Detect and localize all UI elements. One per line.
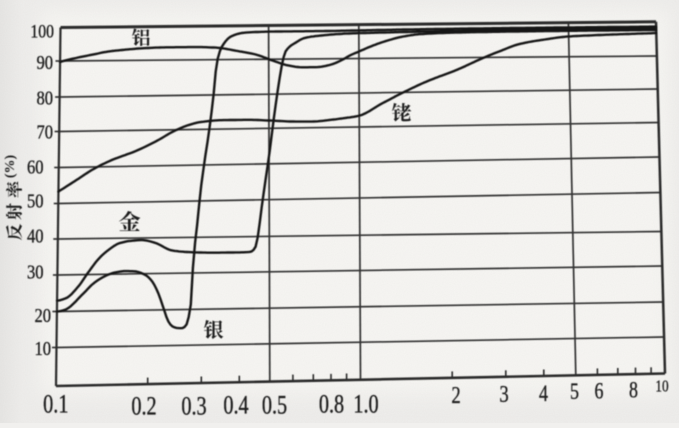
svg-text:0.2: 0.2 bbox=[131, 392, 156, 421]
svg-text:0.5: 0.5 bbox=[262, 391, 287, 420]
svg-text:90: 90 bbox=[36, 52, 53, 74]
svg-text:3: 3 bbox=[499, 381, 508, 408]
svg-text:1.0: 1.0 bbox=[353, 390, 378, 419]
svg-text:4: 4 bbox=[539, 382, 548, 407]
svg-text:40: 40 bbox=[27, 225, 44, 247]
svg-text:80: 80 bbox=[36, 87, 53, 109]
svg-text:100: 100 bbox=[30, 21, 54, 41]
svg-text:30: 30 bbox=[27, 261, 44, 283]
svg-text:0.8: 0.8 bbox=[319, 390, 344, 419]
svg-text:10: 10 bbox=[34, 338, 51, 360]
svg-text:50: 50 bbox=[27, 190, 44, 212]
svg-text:60: 60 bbox=[27, 156, 44, 178]
svg-text:0.4: 0.4 bbox=[223, 391, 249, 420]
svg-text:8: 8 bbox=[629, 379, 638, 404]
svg-text:70: 70 bbox=[36, 121, 53, 143]
svg-text:0.3: 0.3 bbox=[181, 392, 206, 421]
svg-text:6: 6 bbox=[595, 380, 604, 405]
svg-text:5: 5 bbox=[570, 380, 579, 405]
svg-text:10: 10 bbox=[655, 377, 669, 396]
svg-text:2: 2 bbox=[451, 382, 460, 409]
svg-text:0.1: 0.1 bbox=[43, 390, 68, 419]
svg-text:(%): (%) bbox=[3, 155, 18, 179]
svg-text:20: 20 bbox=[34, 305, 51, 327]
